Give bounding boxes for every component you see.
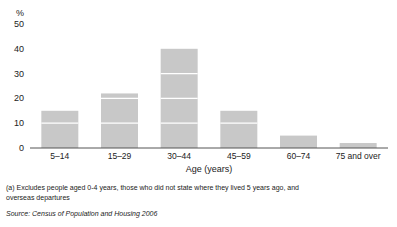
bar <box>161 49 198 148</box>
footnotes: (a) Excludes people aged 0-4 years, thos… <box>6 184 299 218</box>
y-tick-label: 10 <box>14 118 24 128</box>
footnote: overseas departures <box>6 194 70 202</box>
chart: 0 10 20 30 40 50 5–14 15–29 30–44 45–59 60–74 75 an… <box>0 0 397 227</box>
x-tick-label: 30–44 <box>167 151 191 161</box>
y-tick-label: 40 <box>14 44 24 54</box>
segment-line <box>161 73 198 74</box>
segment-line <box>101 98 138 99</box>
footnote: (a) Excludes people aged 0-4 years, thos… <box>6 184 299 192</box>
chart-container: 0 10 20 30 40 50 5–14 15–29 30–44 45–59 60–74 75 an… <box>0 0 397 227</box>
bar <box>101 93 138 148</box>
x-axis-line <box>30 148 388 149</box>
x-tick-label: 15–29 <box>108 151 132 161</box>
segment-line <box>220 123 257 124</box>
x-tick-label: 45–59 <box>227 151 251 161</box>
bar <box>340 143 377 148</box>
y-ticks: 0 10 20 30 40 50 <box>14 19 24 153</box>
bar <box>41 111 78 148</box>
segment-line <box>161 123 198 124</box>
x-tick-label: 5–14 <box>50 151 69 161</box>
source-note: Source: Census of Population and Housing… <box>6 210 157 218</box>
x-tick-label: 75 and over <box>336 151 381 161</box>
segment-line <box>101 123 138 124</box>
y-tick-label: 0 <box>19 143 24 153</box>
x-ticks: 5–14 15–29 30–44 45–59 60–74 75 and over <box>50 151 380 161</box>
segment-line <box>41 123 78 124</box>
bar <box>220 111 257 148</box>
x-tick-label: 60–74 <box>287 151 311 161</box>
bars <box>41 49 376 148</box>
y-tick-label: 30 <box>14 69 24 79</box>
y-tick-label: 20 <box>14 93 24 103</box>
y-tick-label: 50 <box>14 19 24 29</box>
x-axis-label: Age (years) <box>186 164 233 174</box>
y-axis-label: % <box>16 8 24 18</box>
bar <box>280 136 317 148</box>
segment-line <box>161 98 198 99</box>
